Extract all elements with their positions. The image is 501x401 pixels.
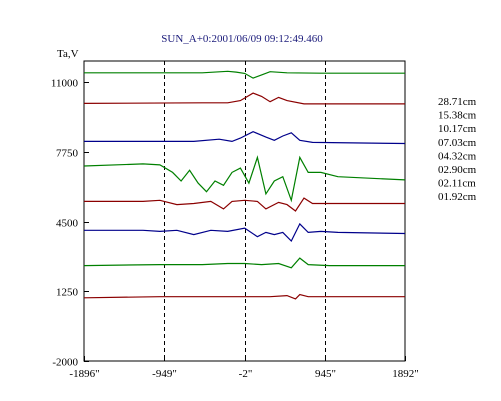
legend-entry: 02.11cm	[438, 178, 476, 190]
legend-entry: 01.92cm	[438, 191, 477, 203]
plot-frame	[83, 60, 406, 362]
y-tick-label: 11000	[51, 78, 79, 90]
chart-title: SUN_A+0:2001/06/09 09:12:49.460	[161, 33, 323, 45]
legend-entry: 02.90cm	[438, 164, 477, 176]
legend-entry: 15.38cm	[438, 110, 477, 122]
x-tick-label: -1896"	[69, 368, 99, 380]
series-line-02.90cm	[84, 222, 406, 243]
y-tick-label: 7750	[56, 148, 79, 160]
series-line-02.11cm	[83, 257, 405, 269]
series-line-07.03cm	[83, 155, 406, 203]
y-axis-label: Ta,V	[57, 48, 79, 60]
x-axis-ticks: -1896" -949" -2" 945" 1892"	[69, 356, 419, 380]
legend-entry: 04.32cm	[438, 150, 477, 162]
y-tick-label: 4500	[56, 218, 79, 230]
legend-entry: 28.71cm	[438, 96, 477, 108]
series-line-15.38cm	[83, 92, 405, 105]
x-tick-label: -2"	[239, 368, 253, 380]
series-line-04.32cm	[84, 197, 405, 212]
series-lines	[83, 70, 406, 300]
y-tick-label: -2000	[52, 357, 78, 369]
series-line-28.71cm	[84, 70, 405, 79]
x-tick-label: 945"	[315, 368, 336, 380]
x-tick-label: -949"	[152, 368, 177, 380]
legend-entry: 10.17cm	[438, 123, 477, 135]
legend-entry: 07.03cm	[438, 137, 477, 149]
series-line-01.92cm	[83, 293, 405, 300]
vertical-dashed-lines	[164, 61, 326, 361]
y-tick-label: 1250	[56, 287, 79, 299]
series-line-10.17cm	[84, 131, 406, 145]
y-axis-ticks: 11000 7750 4500 1250 -2000	[51, 78, 89, 369]
x-tick-label: 1892"	[392, 368, 419, 380]
